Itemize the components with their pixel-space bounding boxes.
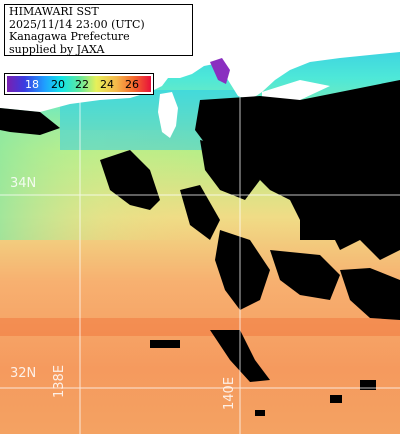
info-box: HIMAWARI SST 2025/11/14 23:00 (UTC) Kana… <box>4 4 193 56</box>
lat-label-34n: 34N <box>10 176 37 191</box>
legend-tick-18: 18 <box>25 78 39 91</box>
sea-west-band <box>0 130 200 240</box>
info-region: Kanagawa Prefecture <box>9 30 130 43</box>
lon-label-138e: 138E <box>52 364 67 398</box>
lon-label-140e: 140E <box>222 376 237 410</box>
info-title: HIMAWARI SST <box>9 5 99 18</box>
land-tokyo-bay <box>210 58 230 84</box>
legend-tick-20: 20 <box>51 78 65 91</box>
warm-band <box>0 318 400 336</box>
lat-label-32n: 32N <box>10 366 37 381</box>
legend-tick-22: 22 <box>75 78 89 91</box>
legend-tick-24: 24 <box>100 78 114 91</box>
legend-tick-26: 26 <box>125 78 139 91</box>
info-source: supplied by JAXA <box>9 42 105 56</box>
legend-color-bar: 18 20 22 24 26 <box>7 76 151 92</box>
land-izu <box>158 92 178 138</box>
color-legend: 18 20 22 24 26 <box>4 73 154 95</box>
info-datetime: 2025/11/14 23:00 (UTC) <box>9 17 145 31</box>
cloud-mask <box>0 80 400 416</box>
